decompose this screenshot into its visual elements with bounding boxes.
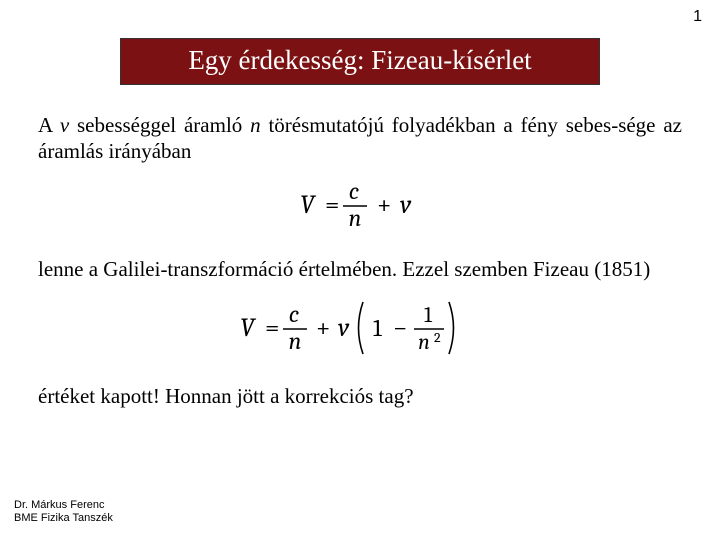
para1-text-pre: A	[38, 113, 60, 137]
formula2-n2: n	[418, 329, 430, 355]
para1-var-v: v	[60, 113, 69, 137]
page-number: 1	[693, 8, 702, 26]
footer-author: Dr. Márkus Ferenc	[14, 499, 113, 513]
slide-title-banner: Egy érdekesség: Fizeau-kísérlet	[120, 38, 600, 85]
slide-footer: Dr. Márkus Ferenc BME Fizika Tanszék	[14, 499, 113, 527]
formula2-c: c	[289, 300, 299, 328]
slide-content: A v sebességgel áramló n törésmutatójú f…	[38, 112, 682, 423]
formula2-one2: 1	[424, 302, 433, 328]
formula2-one: 1	[373, 314, 382, 342]
formula1-v: v	[400, 190, 412, 220]
formula2-sq: 2	[434, 329, 441, 346]
formula1-plus: +	[377, 190, 391, 220]
formula-2: V = c n + v 1 − 1 n 2	[38, 296, 682, 365]
formula2-minus: −	[393, 313, 407, 343]
footer-affiliation: BME Fizika Tanszék	[14, 512, 113, 526]
formula2-paren-right	[449, 302, 454, 354]
formula2-eq: =	[265, 313, 279, 343]
formula2-plus: +	[316, 313, 330, 343]
formula1-c: c	[349, 179, 359, 205]
paragraph-3: értéket kapott! Honnan jött a korrekciós…	[38, 383, 682, 409]
formula1-eq: =	[325, 190, 339, 220]
formula2-paren-left	[359, 302, 364, 354]
formula1-V: V	[300, 190, 317, 220]
formula1-n: n	[349, 204, 362, 232]
formula2-v: v	[338, 313, 350, 343]
formula-1: V = c n + v	[38, 179, 682, 238]
paragraph-1: A v sebességgel áramló n törésmutatójú f…	[38, 112, 682, 165]
paragraph-2: lenne a Galilei-transzformáció értelmébe…	[38, 256, 682, 282]
formula2-V: V	[240, 313, 257, 343]
formula2-n: n	[289, 327, 302, 355]
para1-var-n: n	[250, 113, 261, 137]
para1-text-mid1: sebességgel áramló	[69, 113, 250, 137]
